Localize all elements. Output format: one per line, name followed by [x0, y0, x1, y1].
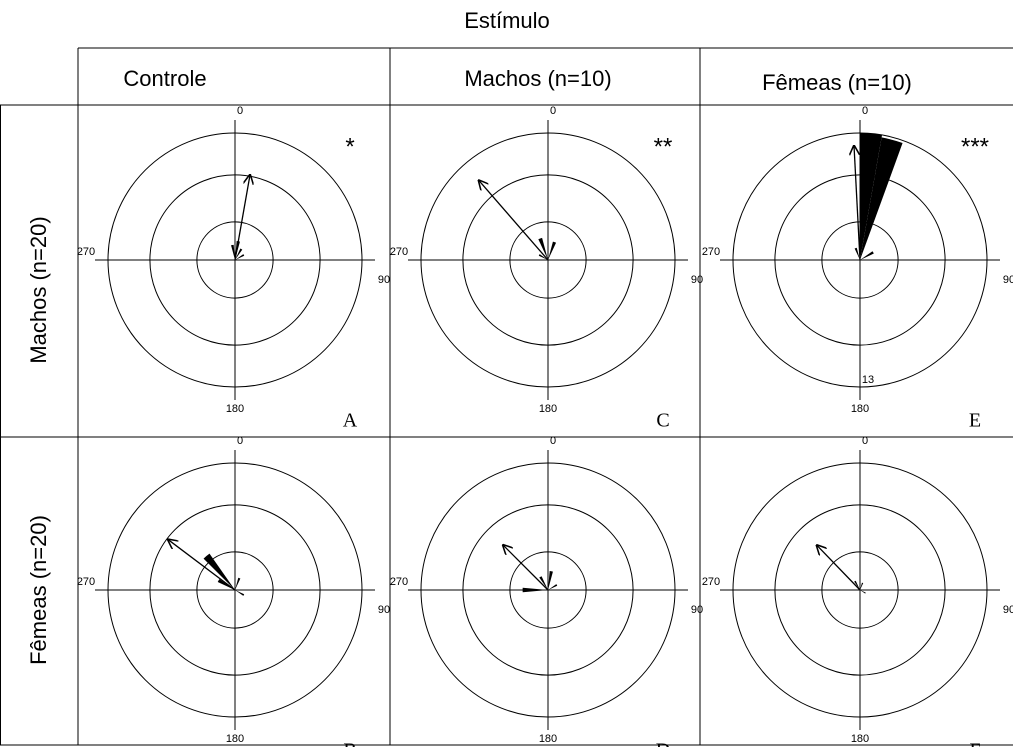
wedge [548, 571, 553, 590]
wedge [538, 237, 548, 260]
angle-label: 0 [550, 435, 556, 447]
angle-label: 270 [390, 246, 408, 258]
panel-letter: D [656, 740, 670, 747]
angle-label: 270 [390, 576, 408, 588]
mean-vector [234, 175, 250, 261]
significance: * [345, 133, 354, 160]
panel-letter: A [343, 410, 358, 432]
wedge [860, 582, 864, 590]
angle-label: 0 [862, 435, 868, 447]
panel-letter: F [969, 740, 980, 747]
angle-label: 270 [702, 576, 720, 588]
wedge [235, 248, 243, 260]
wedge [203, 553, 235, 590]
angle-label: 180 [226, 733, 244, 745]
mean-vector [854, 146, 861, 261]
angle-label: 90 [378, 604, 390, 616]
wedge [854, 247, 860, 260]
significance: ** [654, 133, 673, 160]
wedge [538, 254, 548, 260]
wedge [860, 137, 903, 260]
angle-label: 180 [226, 403, 244, 415]
wedge [548, 241, 557, 260]
row-header: Machos (n=20) [26, 216, 51, 363]
wedge [860, 251, 874, 260]
table-grid [0, 47, 1013, 746]
panel-letter: B [343, 740, 356, 747]
angle-label: 180 [851, 733, 869, 745]
angle-label: 0 [550, 105, 556, 117]
mean-vector [817, 545, 861, 591]
angle-label: 180 [851, 403, 869, 415]
wedge [860, 590, 866, 594]
wedge [548, 584, 558, 590]
significance: *** [961, 133, 989, 160]
angle-label: 90 [1003, 604, 1013, 616]
angle-label: 90 [378, 274, 390, 286]
angle-label: 270 [77, 576, 95, 588]
wedge [235, 254, 245, 260]
angle-label: 180 [539, 733, 557, 745]
panel-letter: C [656, 410, 669, 432]
angle-label: 0 [237, 105, 243, 117]
angle-label: 90 [1003, 274, 1013, 286]
mean-vector [479, 180, 549, 261]
mean-vector [503, 545, 549, 591]
angle-label: 0 [862, 105, 868, 117]
angle-label: 180 [539, 403, 557, 415]
wedge [522, 587, 548, 593]
wedge [235, 590, 245, 596]
wedge [235, 577, 241, 590]
angle-label: 270 [702, 246, 720, 258]
column-header: Fêmeas (n=10) [762, 70, 912, 95]
column-header: Machos (n=10) [464, 66, 611, 91]
wedge [539, 576, 548, 590]
row-header: Fêmeas (n=20) [26, 515, 51, 665]
column-header: Controle [123, 66, 206, 91]
title: Estímulo [464, 8, 550, 33]
angle-label: 270 [77, 246, 95, 258]
wedge [231, 244, 235, 260]
angle-label: 90 [691, 274, 703, 286]
angle-label: 0 [237, 435, 243, 447]
wedge [860, 133, 883, 260]
panel-letter: E [969, 410, 981, 432]
mean-vector [168, 540, 236, 591]
angle-label: 90 [691, 604, 703, 616]
radial-label: 13 [862, 374, 874, 386]
